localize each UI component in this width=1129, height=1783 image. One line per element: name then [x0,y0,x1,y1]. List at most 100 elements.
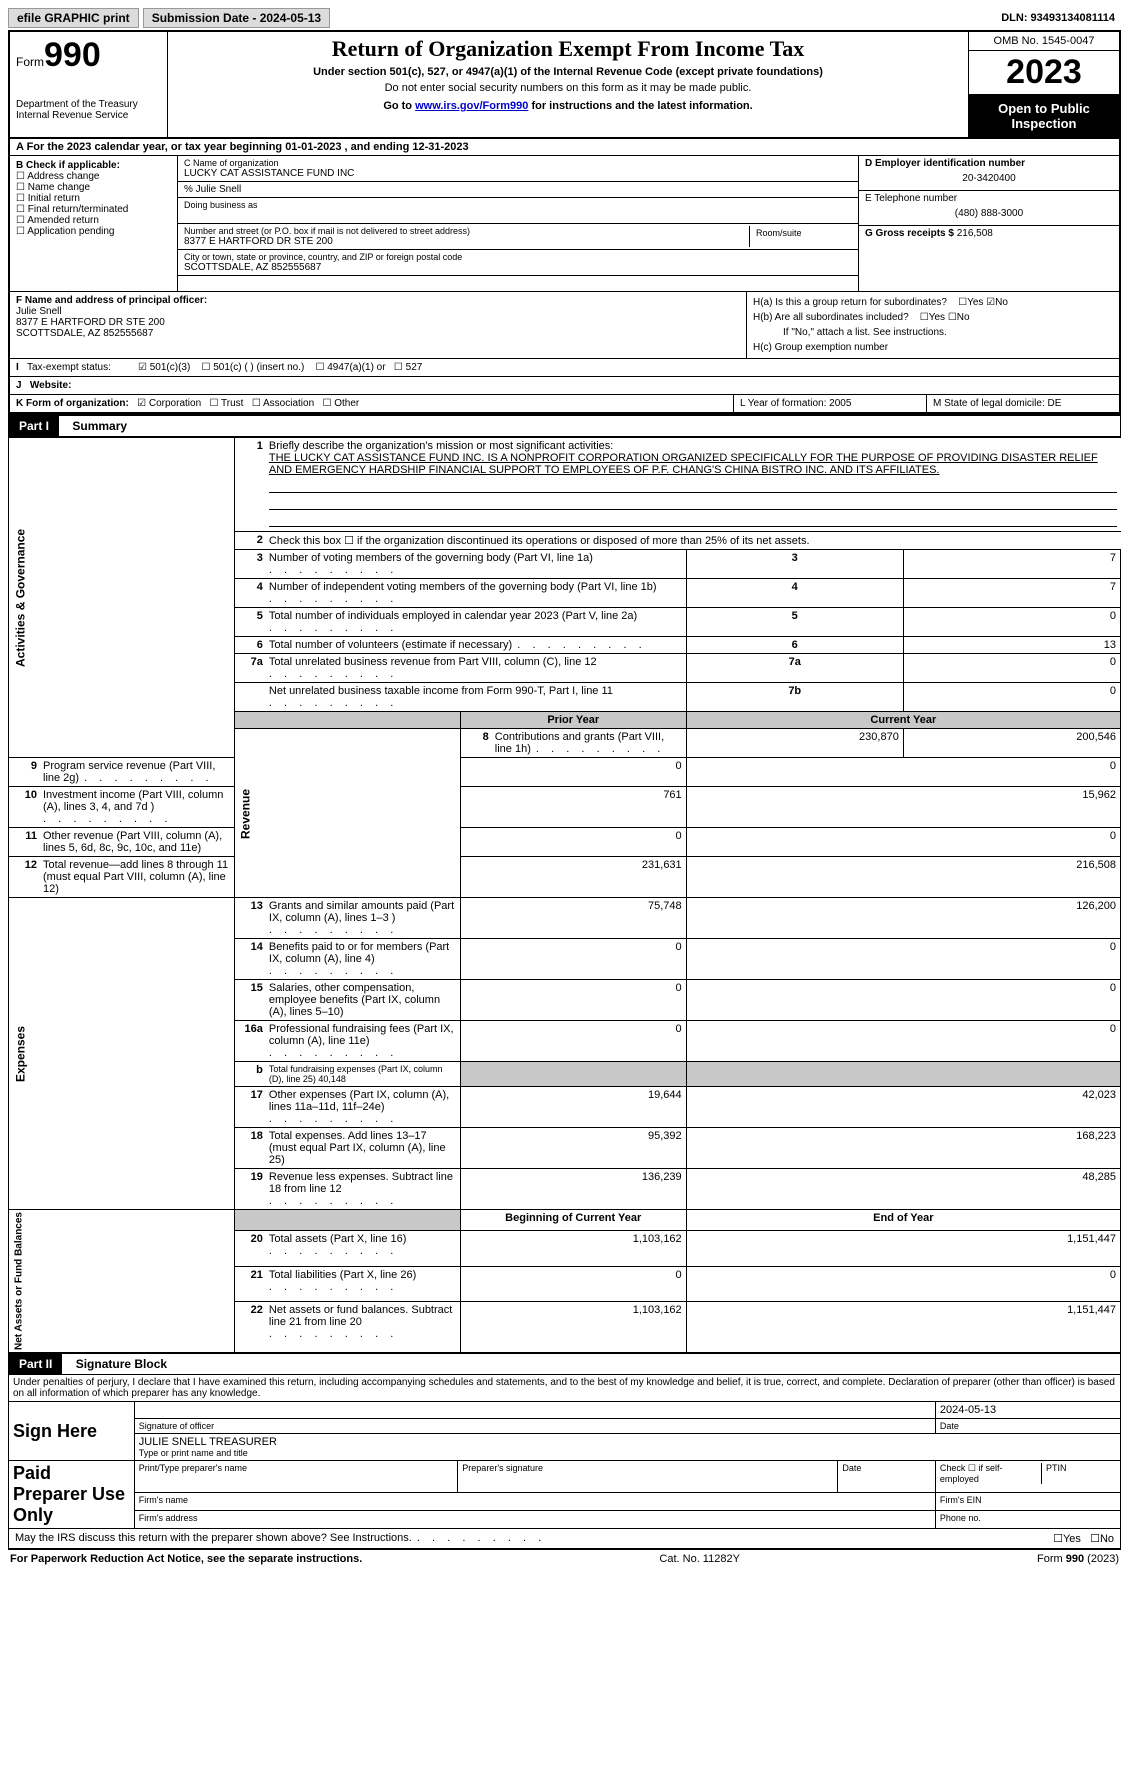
check-name-change[interactable]: Name change [16,182,90,193]
omb-number: OMB No. 1545-0047 [969,32,1119,51]
check-501c3[interactable]: 501(c)(3) [138,362,190,373]
care-of: % Julie Snell [178,182,858,198]
line14-desc: Benefits paid to or for members (Part IX… [269,941,456,977]
check-initial-return[interactable]: Initial return [16,193,80,204]
line-a-tax-year: A For the 2023 calendar year, or tax yea… [8,139,1121,156]
check-address-change[interactable]: Address change [16,171,99,182]
row-j: J Website: [8,377,1121,395]
part1-table: Activities & Governance 1Briefly describ… [8,437,1121,1353]
dln-label: DLN: 93493134081114 [995,10,1121,26]
line7b-val: 0 [903,683,1120,712]
line3-val: 7 [903,550,1120,579]
firm-phone-label: Phone no. [935,1510,1120,1528]
line7a-desc: Total unrelated business revenue from Pa… [269,656,682,680]
self-employed-label: Check ☐ if self-employed [940,1463,1033,1484]
form-number: 990 [44,36,101,74]
org-name: LUCKY CAT ASSISTANCE FUND INC [184,168,852,179]
line21-desc: Total liabilities (Part X, line 26) [269,1269,456,1293]
prep-name-label: Print/Type preparer's name [134,1461,458,1493]
discuss-text: May the IRS discuss this return with the… [15,1532,1053,1545]
city-state-zip: SCOTTSDALE, AZ 852555687 [184,262,852,273]
city-label: City or town, state or province, country… [184,252,852,262]
street-address: 8377 E HARTFORD DR STE 200 [184,236,749,247]
phone-value: (480) 888-3000 [865,204,1113,223]
top-toolbar: efile GRAPHIC print Submission Date - 20… [8,8,1121,28]
declaration-text: Under penalties of perjury, I declare th… [8,1375,1121,1401]
section-fh: F Name and address of principal officer:… [8,292,1121,359]
page-footer: For Paperwork Reduction Act Notice, see … [8,1549,1121,1568]
check-corporation[interactable]: Corporation [137,398,201,409]
check-trust[interactable]: Trust [209,398,243,409]
line6-desc: Total number of volunteers (estimate if … [269,639,682,651]
check-527[interactable]: 527 [394,362,422,373]
discuss-row: May the IRS discuss this return with the… [8,1529,1121,1549]
side-netassets: Net Assets or Fund Balances [9,1210,235,1353]
side-revenue: Revenue [234,729,460,898]
officer-name-title: JULIE SNELL TREASURER [139,1436,1116,1448]
part1-badge: Part I [9,416,59,436]
part2-title: Signature Block [66,1357,167,1371]
section-bcdeg: B Check if applicable: Address change Na… [8,156,1121,292]
line6-val: 13 [903,637,1120,654]
line4-desc: Number of independent voting members of … [269,581,682,605]
form-org-label: K Form of organization: [16,398,129,409]
year-formation: L Year of formation: 2005 [733,395,926,412]
line17-desc: Other expenses (Part IX, column (A), lin… [269,1089,456,1125]
gross-receipts-value: 216,508 [957,228,993,239]
tax-year: 2023 [969,51,1119,95]
footer-left: For Paperwork Reduction Act Notice, see … [10,1553,362,1565]
check-app-pending[interactable]: Application pending [16,226,115,237]
ptin-label: PTIN [1041,1463,1116,1484]
dba-label: Doing business as [184,200,852,210]
line5-val: 0 [903,608,1120,637]
part2-header: Part II Signature Block [8,1353,1121,1375]
line9-desc: Program service revenue (Part VIII, line… [43,760,230,784]
line12-desc: Total revenue—add lines 8 through 11 (mu… [43,859,230,895]
row-i: I Tax-exempt status: 501(c)(3) 501(c) ( … [8,359,1121,377]
mission-text: THE LUCKY CAT ASSISTANCE FUND INC. IS A … [239,452,1117,476]
state-domicile: M State of legal domicile: DE [926,395,1119,412]
ein-value: 20-3420400 [865,169,1113,188]
line22-desc: Net assets or fund balances. Subtract li… [269,1304,456,1340]
signature-table: Sign Here 2024-05-13 Signature of office… [8,1401,1121,1529]
part2-badge: Part II [9,1354,62,1374]
line16b-desc: Total fundraising expenses (Part IX, col… [269,1064,456,1084]
line20-desc: Total assets (Part X, line 16) [269,1233,456,1257]
type-name-label: Type or print name and title [139,1448,1116,1458]
sig-officer-label: Signature of officer [134,1419,935,1434]
submission-date-label: Submission Date - 2024-05-13 [143,8,330,28]
line5-desc: Total number of individuals employed in … [269,610,682,634]
hc-label: H(c) Group exemption number [753,340,1113,355]
check-final-return[interactable]: Final return/terminated [16,204,128,215]
room-suite-label: Room/suite [750,226,852,247]
footer-mid: Cat. No. 11282Y [659,1553,740,1565]
ha-label: H(a) Is this a group return for subordin… [753,297,947,308]
check-501c[interactable]: 501(c) ( ) (insert no.) [201,362,304,373]
check-amended[interactable]: Amended return [16,215,99,226]
line16a-desc: Professional fundraising fees (Part IX, … [269,1023,456,1059]
check-other[interactable]: Other [323,398,360,409]
check-4947[interactable]: 4947(a)(1) or [315,362,385,373]
line18-desc: Total expenses. Add lines 13–17 (must eq… [269,1130,456,1166]
line4-val: 7 [903,579,1120,608]
q1-label: Briefly describe the organization's miss… [269,440,1117,452]
officer-label: F Name and address of principal officer: [16,295,207,306]
phone-label: E Telephone number [865,193,957,204]
subtitle-1: Under section 501(c), 527, or 4947(a)(1)… [176,66,960,78]
dept-treasury: Department of the Treasury [16,99,161,110]
check-association[interactable]: Association [252,398,314,409]
open-inspection: Open to Public Inspection [969,95,1119,137]
gross-receipts-label: G Gross receipts $ [865,228,954,239]
form-header: Form990 Department of the Treasury Inter… [8,30,1121,139]
line13-desc: Grants and similar amounts paid (Part IX… [269,900,456,936]
line7b-desc: Net unrelated business taxable income fr… [269,685,682,709]
sign-here-label: Sign Here [9,1402,135,1461]
line7a-val: 0 [903,654,1120,683]
subtitle-3: Go to www.irs.gov/Form990 for instructio… [176,100,960,112]
side-expenses: Expenses [9,898,235,1210]
efile-print-button[interactable]: efile GRAPHIC print [8,8,139,28]
subtitle-2: Do not enter social security numbers on … [176,82,960,94]
firm-name-label: Firm's name [134,1492,935,1510]
irs-link[interactable]: www.irs.gov/Form990 [415,100,528,112]
current-year-hdr: Current Year [686,712,1120,729]
